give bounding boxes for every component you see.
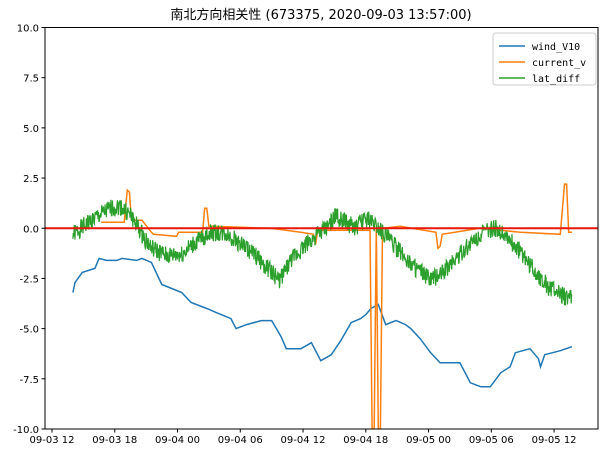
x-tick-label: 09-04 06 <box>218 435 263 446</box>
y-tick-label: 0.0 <box>23 224 39 235</box>
y-tick-label: 10.0 <box>17 24 39 35</box>
series-line-wind-V10 <box>72 257 573 388</box>
legend-label: lat_diff <box>532 74 580 85</box>
x-tick-label: 09-05 12 <box>532 435 577 446</box>
y-tick-label: -2.5 <box>19 274 39 285</box>
series-line-lat-diff <box>72 199 573 306</box>
legend-label: wind_V10 <box>532 42 580 53</box>
x-tick-label: 09-04 18 <box>343 435 388 446</box>
y-tick-label: -7.5 <box>19 375 39 386</box>
x-tick-label: 09-05 06 <box>469 435 514 446</box>
x-tick-label: 09-03 12 <box>30 435 75 446</box>
x-tick-label: 09-04 00 <box>155 435 200 446</box>
x-tick-label: 09-04 12 <box>281 435 326 446</box>
legend: wind_V10 current_v lat_diff <box>492 32 597 86</box>
x-tick-label: 09-03 18 <box>92 435 137 446</box>
y-tick-label: -10.0 <box>13 425 39 436</box>
y-tick-label: 5.0 <box>23 124 39 135</box>
series-line-current-v <box>101 183 572 429</box>
x-tick-label: 09-05 00 <box>406 435 451 446</box>
y-tick-label: 2.5 <box>23 174 39 185</box>
y-tick-label: 7.5 <box>23 74 39 85</box>
chart-title: 南北方向相关性 (673375, 2020-09-03 13:57:00) <box>170 7 471 23</box>
y-tick-label: -5.0 <box>19 325 39 336</box>
legend-label: current_v <box>532 58 586 69</box>
